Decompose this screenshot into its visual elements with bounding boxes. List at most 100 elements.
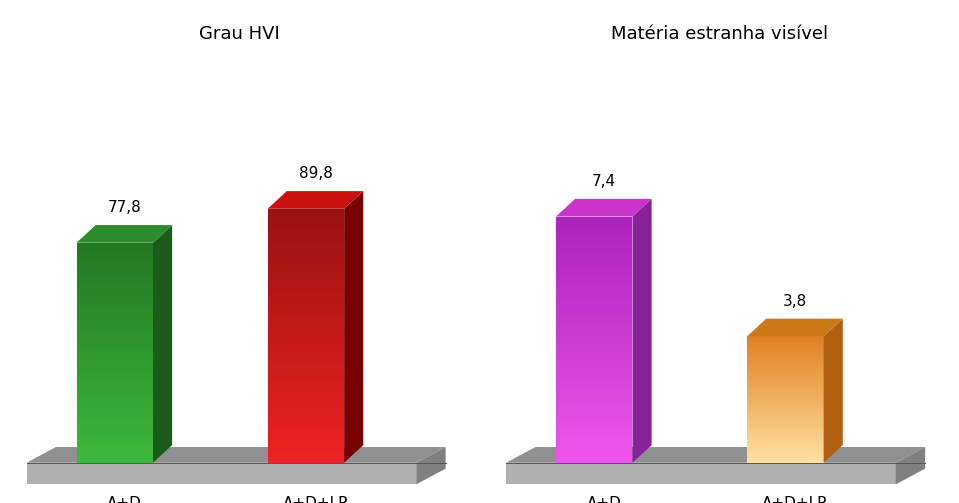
Polygon shape — [556, 397, 633, 401]
Polygon shape — [556, 393, 633, 397]
Polygon shape — [747, 459, 824, 461]
Polygon shape — [77, 386, 153, 389]
Polygon shape — [747, 454, 824, 456]
Polygon shape — [77, 298, 153, 301]
Polygon shape — [77, 389, 153, 393]
Polygon shape — [268, 459, 344, 463]
Polygon shape — [747, 362, 824, 364]
Polygon shape — [77, 246, 153, 250]
Polygon shape — [747, 421, 824, 423]
Polygon shape — [556, 237, 633, 241]
Polygon shape — [556, 442, 633, 446]
Polygon shape — [556, 389, 633, 393]
Polygon shape — [77, 320, 153, 323]
Polygon shape — [77, 397, 153, 400]
Polygon shape — [747, 440, 824, 442]
Polygon shape — [747, 436, 824, 438]
Polygon shape — [747, 408, 824, 410]
Polygon shape — [77, 261, 153, 265]
Polygon shape — [77, 287, 153, 290]
Polygon shape — [747, 381, 824, 383]
Text: A+D+LP: A+D+LP — [283, 496, 348, 503]
Polygon shape — [556, 241, 633, 245]
Polygon shape — [824, 318, 843, 463]
Polygon shape — [556, 199, 651, 216]
Polygon shape — [747, 431, 824, 433]
Polygon shape — [77, 445, 153, 448]
Polygon shape — [77, 258, 153, 261]
Polygon shape — [556, 327, 633, 331]
Polygon shape — [747, 391, 824, 393]
Polygon shape — [747, 456, 824, 459]
Polygon shape — [268, 391, 344, 395]
Polygon shape — [268, 272, 344, 277]
Polygon shape — [556, 336, 633, 340]
Polygon shape — [268, 238, 344, 242]
Polygon shape — [77, 331, 153, 334]
Polygon shape — [77, 378, 153, 382]
Polygon shape — [268, 331, 344, 336]
Polygon shape — [268, 217, 344, 221]
Polygon shape — [77, 437, 153, 441]
Polygon shape — [77, 327, 153, 331]
Polygon shape — [556, 368, 633, 373]
Polygon shape — [747, 364, 824, 366]
Polygon shape — [506, 463, 896, 484]
Polygon shape — [556, 258, 633, 262]
Polygon shape — [556, 356, 633, 360]
Polygon shape — [77, 349, 153, 353]
Polygon shape — [77, 411, 153, 415]
Polygon shape — [268, 230, 344, 234]
Polygon shape — [747, 423, 824, 425]
Polygon shape — [268, 361, 344, 365]
Polygon shape — [747, 347, 824, 349]
Polygon shape — [747, 343, 824, 345]
Polygon shape — [556, 282, 633, 286]
Polygon shape — [77, 434, 153, 437]
Polygon shape — [747, 427, 824, 429]
Polygon shape — [77, 455, 153, 459]
Polygon shape — [344, 191, 363, 463]
Polygon shape — [747, 433, 824, 436]
Text: A+D+LP: A+D+LP — [762, 496, 828, 503]
Polygon shape — [77, 279, 153, 283]
Polygon shape — [268, 264, 344, 268]
Polygon shape — [268, 395, 344, 399]
Polygon shape — [77, 338, 153, 342]
Polygon shape — [77, 382, 153, 386]
Polygon shape — [747, 393, 824, 395]
Polygon shape — [268, 336, 344, 340]
Polygon shape — [556, 233, 633, 237]
Polygon shape — [77, 254, 153, 258]
Polygon shape — [268, 421, 344, 425]
Polygon shape — [747, 446, 824, 448]
Polygon shape — [747, 425, 824, 427]
Polygon shape — [268, 268, 344, 272]
Polygon shape — [268, 247, 344, 251]
Polygon shape — [153, 225, 172, 463]
Polygon shape — [268, 442, 344, 446]
Polygon shape — [747, 450, 824, 452]
Polygon shape — [747, 372, 824, 374]
Title: Matéria estranha visível: Matéria estranha visível — [611, 25, 828, 43]
Polygon shape — [747, 452, 824, 454]
Polygon shape — [268, 298, 344, 302]
Polygon shape — [77, 294, 153, 298]
Polygon shape — [556, 307, 633, 311]
Polygon shape — [268, 226, 344, 230]
Polygon shape — [77, 316, 153, 320]
Polygon shape — [747, 360, 824, 362]
Polygon shape — [27, 447, 446, 463]
Polygon shape — [268, 450, 344, 454]
Polygon shape — [747, 442, 824, 444]
Polygon shape — [268, 378, 344, 382]
Polygon shape — [747, 406, 824, 408]
Polygon shape — [556, 413, 633, 417]
Polygon shape — [416, 447, 446, 484]
Polygon shape — [556, 303, 633, 307]
Polygon shape — [77, 415, 153, 419]
Polygon shape — [77, 400, 153, 404]
Polygon shape — [268, 349, 344, 353]
Polygon shape — [77, 452, 153, 455]
Polygon shape — [77, 243, 153, 246]
